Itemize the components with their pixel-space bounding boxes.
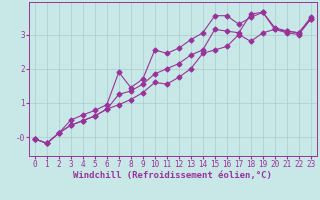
X-axis label: Windchill (Refroidissement éolien,°C): Windchill (Refroidissement éolien,°C) [73, 171, 272, 180]
